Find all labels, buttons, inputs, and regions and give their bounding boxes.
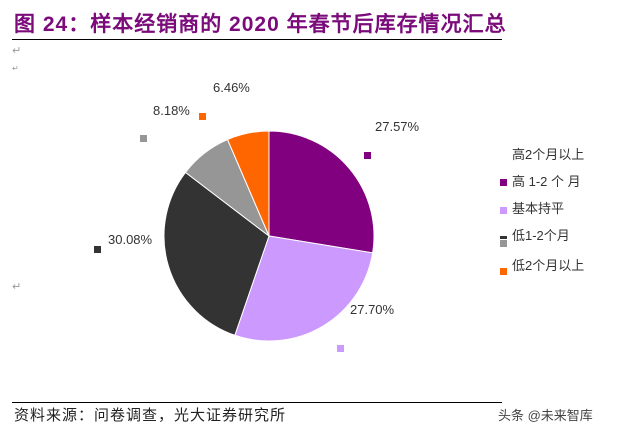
legend-marker: [500, 179, 507, 186]
slice-label: 8.18%: [153, 103, 190, 118]
legend-marker: [500, 207, 507, 214]
label-marker: [364, 152, 371, 159]
slice-label: 6.46%: [213, 80, 250, 95]
legend-marker: [500, 240, 507, 247]
paragraph-mark: ↵: [12, 281, 22, 293]
paragraph-mark: ↵: [12, 64, 19, 73]
legend-item: 高2个月以上: [512, 147, 585, 162]
title-divider: [12, 39, 502, 40]
legend-item: 低1-2个月: [512, 228, 570, 243]
label-marker: [337, 345, 344, 352]
figure-title: 图 24：样本经销商的 2020 年春节后库存情况汇总: [14, 13, 507, 36]
pie-slice: [226, 130, 270, 237]
legend-item: 低2个月以上: [512, 258, 585, 273]
slice-label: 30.08%: [108, 232, 153, 247]
label-marker: [94, 246, 101, 253]
source-divider: [12, 402, 502, 403]
label-marker: [199, 113, 206, 120]
pie-slice: [234, 235, 374, 342]
pie-chart: [163, 130, 375, 342]
label-marker: [140, 135, 147, 142]
legend-marker: [500, 236, 507, 239]
legend-item: 基本持平: [512, 201, 565, 216]
pie-slice: [268, 130, 375, 254]
legend-item: 高 1-2 个 月: [512, 174, 581, 189]
source-note: 资料来源：问卷调查，光大证券研究所: [14, 407, 287, 424]
pie-slice: [163, 171, 270, 336]
watermark: 头条 @未来智库: [498, 408, 593, 423]
slice-label: 27.70%: [350, 302, 395, 317]
paragraph-mark: ↵: [12, 45, 22, 57]
slice-label: 27.57%: [375, 119, 420, 134]
legend-marker: [500, 268, 507, 275]
